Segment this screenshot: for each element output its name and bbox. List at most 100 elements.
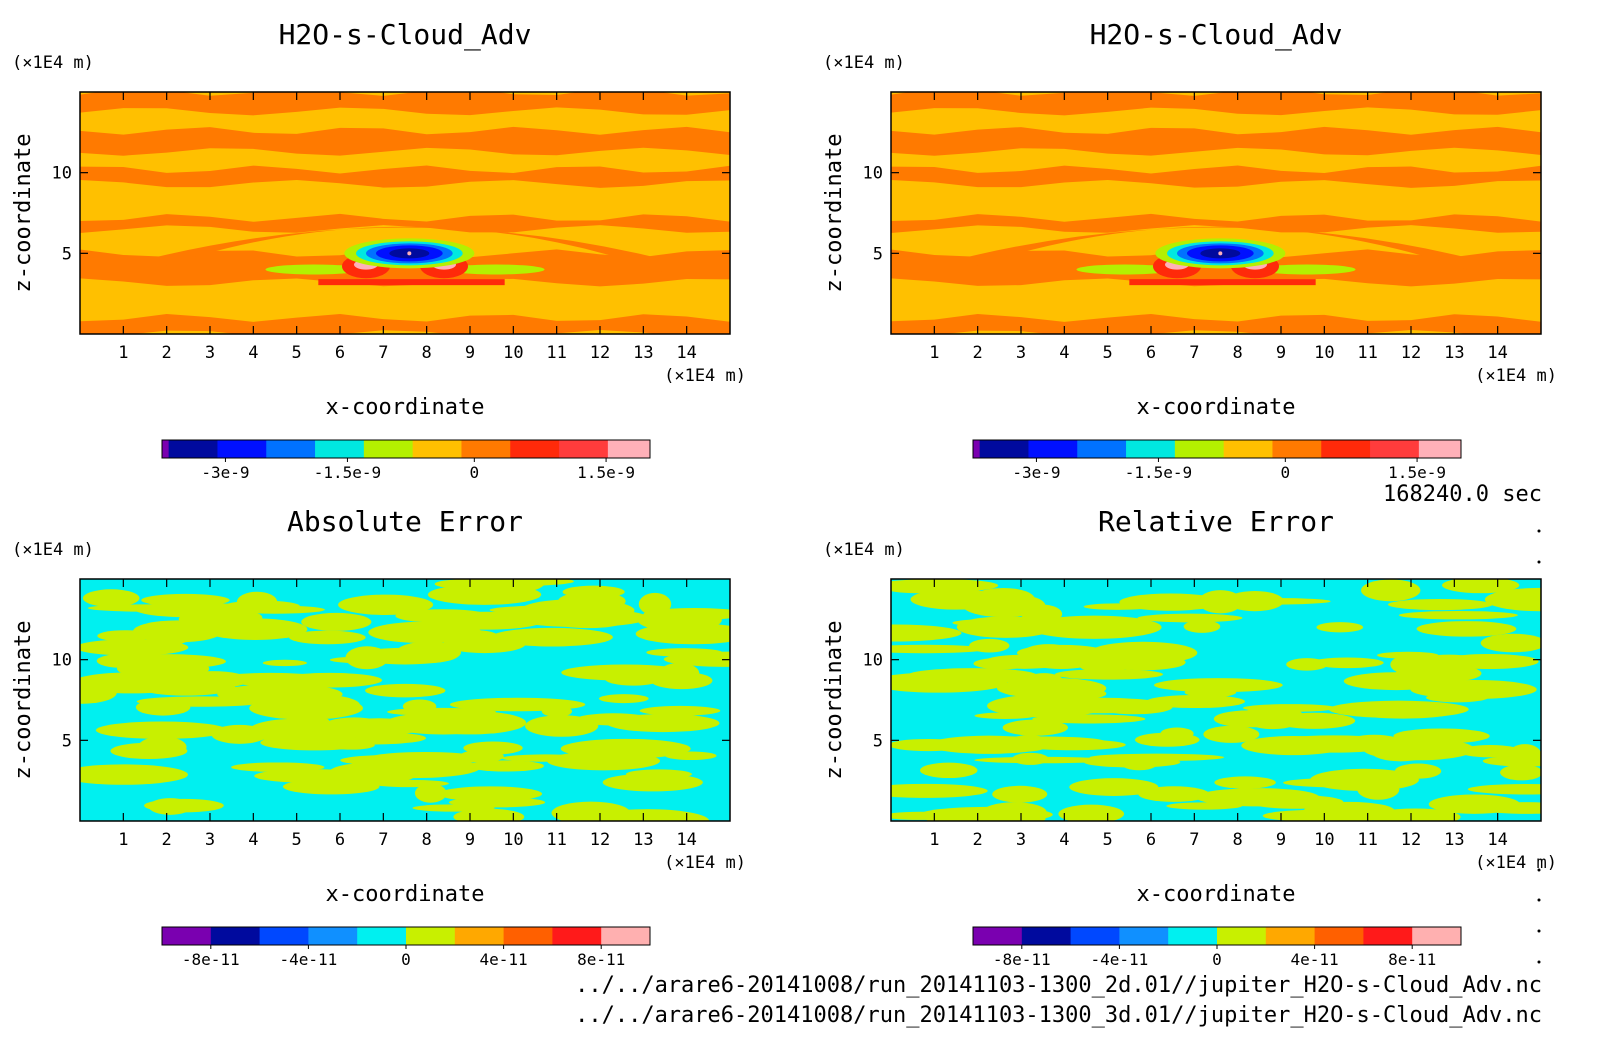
- x-tick-label: 2: [162, 830, 172, 850]
- contour-band: [80, 313, 730, 334]
- contour-band: [1146, 695, 1245, 709]
- contour-band: [176, 671, 249, 689]
- x-tick-label: 13: [1444, 343, 1464, 363]
- colorbar-tick-label: -8e-11: [993, 950, 1051, 969]
- colorbar: -3e-9 -1.5e-9 0 1.5e-9: [972, 439, 1462, 482]
- y-tick-label: 5: [62, 244, 72, 264]
- colorbar-swatch: [1217, 927, 1267, 945]
- colorbar-swatch: [552, 927, 602, 945]
- y-axis-label: z-coordinate: [11, 621, 36, 780]
- contour-band: [891, 783, 988, 798]
- contour-band: [1482, 755, 1541, 767]
- contour-band: [1154, 678, 1283, 693]
- contour-band: [249, 696, 363, 720]
- x-tick-label: 6: [335, 830, 345, 850]
- contour-band: [82, 589, 140, 608]
- x-tick-label: 1: [929, 830, 939, 850]
- contour-band: [1184, 687, 1237, 698]
- colorbar-swatch: [503, 927, 553, 945]
- contour-band: [1138, 786, 1210, 802]
- contour-band: [1298, 806, 1374, 821]
- contour-band: [145, 226, 665, 273]
- x-unit-label: (×1E4 m): [664, 366, 746, 386]
- x-tick-label: 4: [248, 830, 258, 850]
- contour-band: [329, 656, 407, 664]
- x-tick-label: 11: [1357, 343, 1377, 363]
- colorbar-tick-label: 1.5e-9: [1388, 463, 1446, 482]
- chart-title: Absolute Error: [287, 505, 523, 538]
- x-tick-label: 6: [335, 343, 345, 363]
- contour-band: [327, 762, 417, 785]
- contour-band: [1310, 657, 1384, 669]
- contour-band: [434, 579, 504, 589]
- colorbar-swatch: [973, 927, 1023, 945]
- contour-band: [1119, 593, 1222, 611]
- contour-band: [119, 671, 184, 691]
- contour-band: [318, 279, 505, 286]
- contour-field: [891, 92, 1541, 334]
- plot-frame: [890, 91, 1542, 335]
- contour-band: [891, 165, 1541, 188]
- contour-band: [1203, 725, 1260, 743]
- contour-band: [1500, 764, 1541, 781]
- colorbar-swatch: [601, 927, 651, 945]
- colorbar-swatch: [1070, 927, 1120, 945]
- chart-panel-1: H2O-s-Cloud_Adv(×1E4 m)1 2 3 4 5 6 7 8 9 10 11 12 13…: [11, 18, 746, 482]
- x-tick-label: 1: [118, 343, 128, 363]
- colorbar-swatch: [1223, 440, 1273, 458]
- contour-band: [1020, 686, 1107, 701]
- contour-band: [1160, 727, 1194, 740]
- contour-band: [1054, 669, 1163, 680]
- x-tick-label: 4: [248, 343, 258, 363]
- colorbar-swatch: [1272, 440, 1322, 458]
- y-axis-label: z-coordinate: [822, 621, 847, 780]
- x-tick-label: 8: [422, 830, 432, 850]
- contour-band: [1439, 653, 1539, 670]
- contour-band: [1137, 613, 1243, 623]
- x-tick-label: 10: [1314, 343, 1334, 363]
- colorbar-swatch: [1418, 440, 1462, 458]
- colorbar-swatch: [1174, 440, 1225, 458]
- contour-band: [891, 624, 962, 642]
- y-tick-label: 5: [873, 244, 883, 264]
- contour-band: [1008, 735, 1050, 752]
- contour-band: [231, 762, 325, 772]
- plot-frame: [890, 578, 1542, 822]
- colorbar-swatch: [559, 440, 609, 458]
- contour-band: [95, 721, 228, 739]
- colorbar: -3e-9 -1.5e-9 0 1.5e-9: [161, 439, 651, 482]
- contour-band: [1166, 802, 1242, 810]
- colorbar-tick-label: 8e-11: [1388, 950, 1436, 969]
- contour-band: [447, 264, 545, 275]
- contour-band: [1442, 579, 1520, 594]
- x-tick-label: 2: [973, 830, 983, 850]
- contour-band: [427, 584, 542, 605]
- x-tick-label: 12: [590, 830, 610, 850]
- contour-band: [1458, 745, 1522, 758]
- x-tick-label: 5: [292, 830, 302, 850]
- contour-band: [992, 785, 1048, 803]
- contour-band: [265, 264, 363, 275]
- x-tick-label: 5: [292, 343, 302, 363]
- chart-title: H2O-s-Cloud_Adv: [279, 18, 532, 52]
- contour-band: [956, 226, 1476, 273]
- colorbar-swatch: [607, 440, 651, 458]
- x-tick-label: 4: [1059, 830, 1069, 850]
- contour-band: [463, 741, 523, 755]
- x-tick-label: 14: [1487, 830, 1507, 850]
- colorbar-swatch: [266, 440, 316, 458]
- y-tick-label: 5: [873, 731, 883, 751]
- x-tick-label: 13: [1444, 830, 1464, 850]
- contour-band: [99, 768, 131, 783]
- contour-band: [491, 627, 613, 647]
- colorbar-swatch: [973, 440, 981, 458]
- contour-band: [920, 762, 978, 779]
- x-tick-label: 10: [503, 343, 523, 363]
- colorbar-swatch: [363, 440, 414, 458]
- contour-band: [414, 783, 447, 803]
- x-axis-label: x-coordinate: [1137, 882, 1296, 907]
- colorbar-tick-label: -3e-9: [201, 463, 249, 482]
- contour-band: [338, 594, 434, 616]
- x-tick-label: 7: [378, 343, 388, 363]
- x-tick-label: 3: [1016, 343, 1026, 363]
